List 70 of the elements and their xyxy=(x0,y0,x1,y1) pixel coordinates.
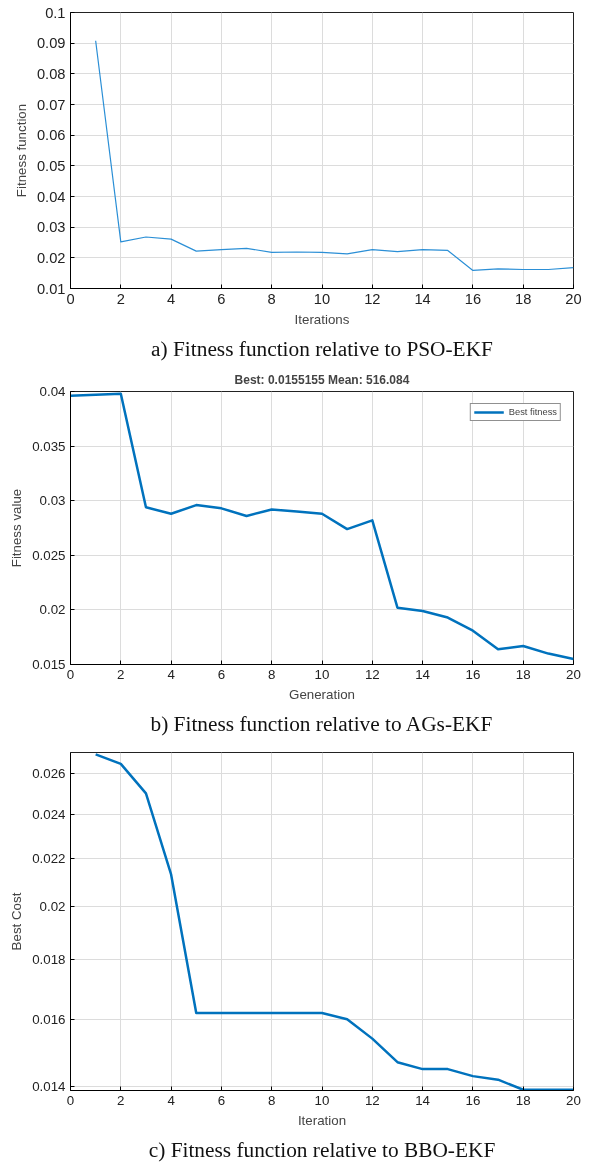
x-tick-label: 2 xyxy=(116,290,125,307)
x-tick-label: 18 xyxy=(515,290,532,307)
chart-title: Best: 0.0155155 Mean: 516.084 xyxy=(234,372,410,387)
y-tick-label: 0.08 xyxy=(36,65,66,82)
y-axis-title: Fitness value xyxy=(9,488,25,568)
x-tick-label: 12 xyxy=(364,290,381,307)
y-tick-label: 0.014 xyxy=(32,1079,67,1095)
y-tick-label: 0.04 xyxy=(36,188,66,205)
y-axis-title: Fitness function xyxy=(13,103,29,198)
line-series xyxy=(94,753,574,1091)
x-tick-label: 6 xyxy=(217,290,226,307)
x-tick-label: 18 xyxy=(515,666,531,682)
x-axis-title: Generation xyxy=(289,686,355,702)
y-tick-label: 0.025 xyxy=(32,547,66,563)
y-axis-title: Best Cost xyxy=(9,892,25,951)
x-tick-label: 16 xyxy=(465,666,481,682)
x-tick-label: 20 xyxy=(565,290,582,307)
y-tick-label: 0.02 xyxy=(39,898,66,914)
x-tick-label: 2 xyxy=(117,666,125,682)
y-tick-label: 0.07 xyxy=(36,96,66,113)
y-tick-label: 0.01 xyxy=(36,280,66,297)
x-tick-label: 14 xyxy=(414,290,431,307)
x-tick-label: 14 xyxy=(415,1092,431,1108)
y-tick-label: 0.1 xyxy=(45,4,66,21)
x-tick-label: 10 xyxy=(314,1092,330,1108)
line-series xyxy=(70,392,574,661)
x-tick-label: 4 xyxy=(167,666,176,682)
y-tick-label: 0.026 xyxy=(32,765,66,781)
x-tick-label: 8 xyxy=(267,666,276,682)
y-tick-label: 0.022 xyxy=(32,850,66,866)
x-tick-label: 4 xyxy=(167,1092,176,1108)
x-tick-label: 14 xyxy=(415,666,431,682)
x-tick-label: 0 xyxy=(66,1092,75,1108)
y-tick-label: 0.06 xyxy=(36,127,66,144)
x-tick-label: 4 xyxy=(167,290,176,307)
x-tick-label: 8 xyxy=(267,290,276,307)
x-tick-label: 8 xyxy=(267,1092,276,1108)
x-tick-label: 12 xyxy=(364,1092,380,1108)
y-tick-label: 0.02 xyxy=(39,602,66,618)
x-tick-label: 10 xyxy=(313,290,331,307)
y-tick-label: 0.035 xyxy=(32,438,66,454)
y-tick-label: 0.03 xyxy=(39,493,66,509)
line-series xyxy=(95,40,574,272)
y-tick-label: 0.09 xyxy=(36,35,66,52)
x-tick-label: 6 xyxy=(217,666,226,682)
x-tick-label: 10 xyxy=(314,666,330,682)
legend-label: Best fitness xyxy=(508,407,557,417)
x-tick-label: 2 xyxy=(117,1092,125,1108)
y-tick-label: 0.024 xyxy=(32,806,67,822)
text: c) Fitness function relative to BBO-EKF xyxy=(148,1137,496,1162)
x-tick-label: 16 xyxy=(464,290,482,307)
y-tick-label: 0.02 xyxy=(36,249,66,266)
text: a) Fitness function relative to PSO-EKF xyxy=(151,336,494,361)
x-tick-label: 0 xyxy=(66,666,75,682)
y-tick-label: 0.04 xyxy=(39,384,67,399)
x-tick-label: 18 xyxy=(515,1092,531,1108)
x-tick-label: 16 xyxy=(465,1092,481,1108)
x-tick-label: 20 xyxy=(566,666,581,682)
y-tick-label: 0.018 xyxy=(32,952,66,968)
y-tick-label: 0.015 xyxy=(32,657,66,672)
y-tick-label: 0.05 xyxy=(36,157,66,174)
text: b) Fitness function relative to AGs-EKF xyxy=(150,711,493,736)
y-tick-label: 0.016 xyxy=(32,1011,66,1027)
x-axis-title: Iterations xyxy=(294,311,350,327)
x-tick-label: 12 xyxy=(364,666,380,682)
x-tick-label: 20 xyxy=(566,1092,581,1108)
x-tick-label: 0 xyxy=(66,290,75,307)
x-tick-label: 6 xyxy=(217,1092,226,1108)
x-axis-title: Iteration xyxy=(297,1112,347,1128)
y-tick-label: 0.03 xyxy=(36,219,66,236)
